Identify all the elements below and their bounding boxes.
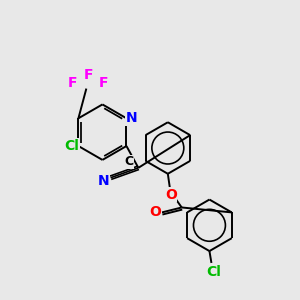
Text: O: O: [149, 206, 161, 219]
Text: N: N: [98, 174, 109, 188]
Text: C: C: [124, 155, 133, 168]
Text: N: N: [126, 111, 137, 125]
Text: Cl: Cl: [206, 265, 221, 279]
Text: F: F: [98, 76, 108, 90]
Text: F: F: [84, 68, 93, 82]
Text: O: O: [165, 188, 177, 202]
Text: F: F: [68, 76, 77, 90]
Text: Cl: Cl: [64, 139, 79, 153]
